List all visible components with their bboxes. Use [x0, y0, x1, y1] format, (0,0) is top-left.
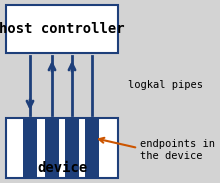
Text: endpoints in
the device: endpoints in the device: [140, 139, 215, 161]
Bar: [65, 118, 79, 178]
Bar: [6, 5, 118, 53]
Bar: [23, 118, 37, 178]
Text: device: device: [37, 161, 87, 175]
Text: host controller: host controller: [0, 22, 125, 36]
Bar: [6, 118, 118, 178]
Bar: [85, 118, 99, 178]
Text: logkal pipes: logkal pipes: [128, 80, 203, 90]
Bar: [45, 118, 59, 178]
